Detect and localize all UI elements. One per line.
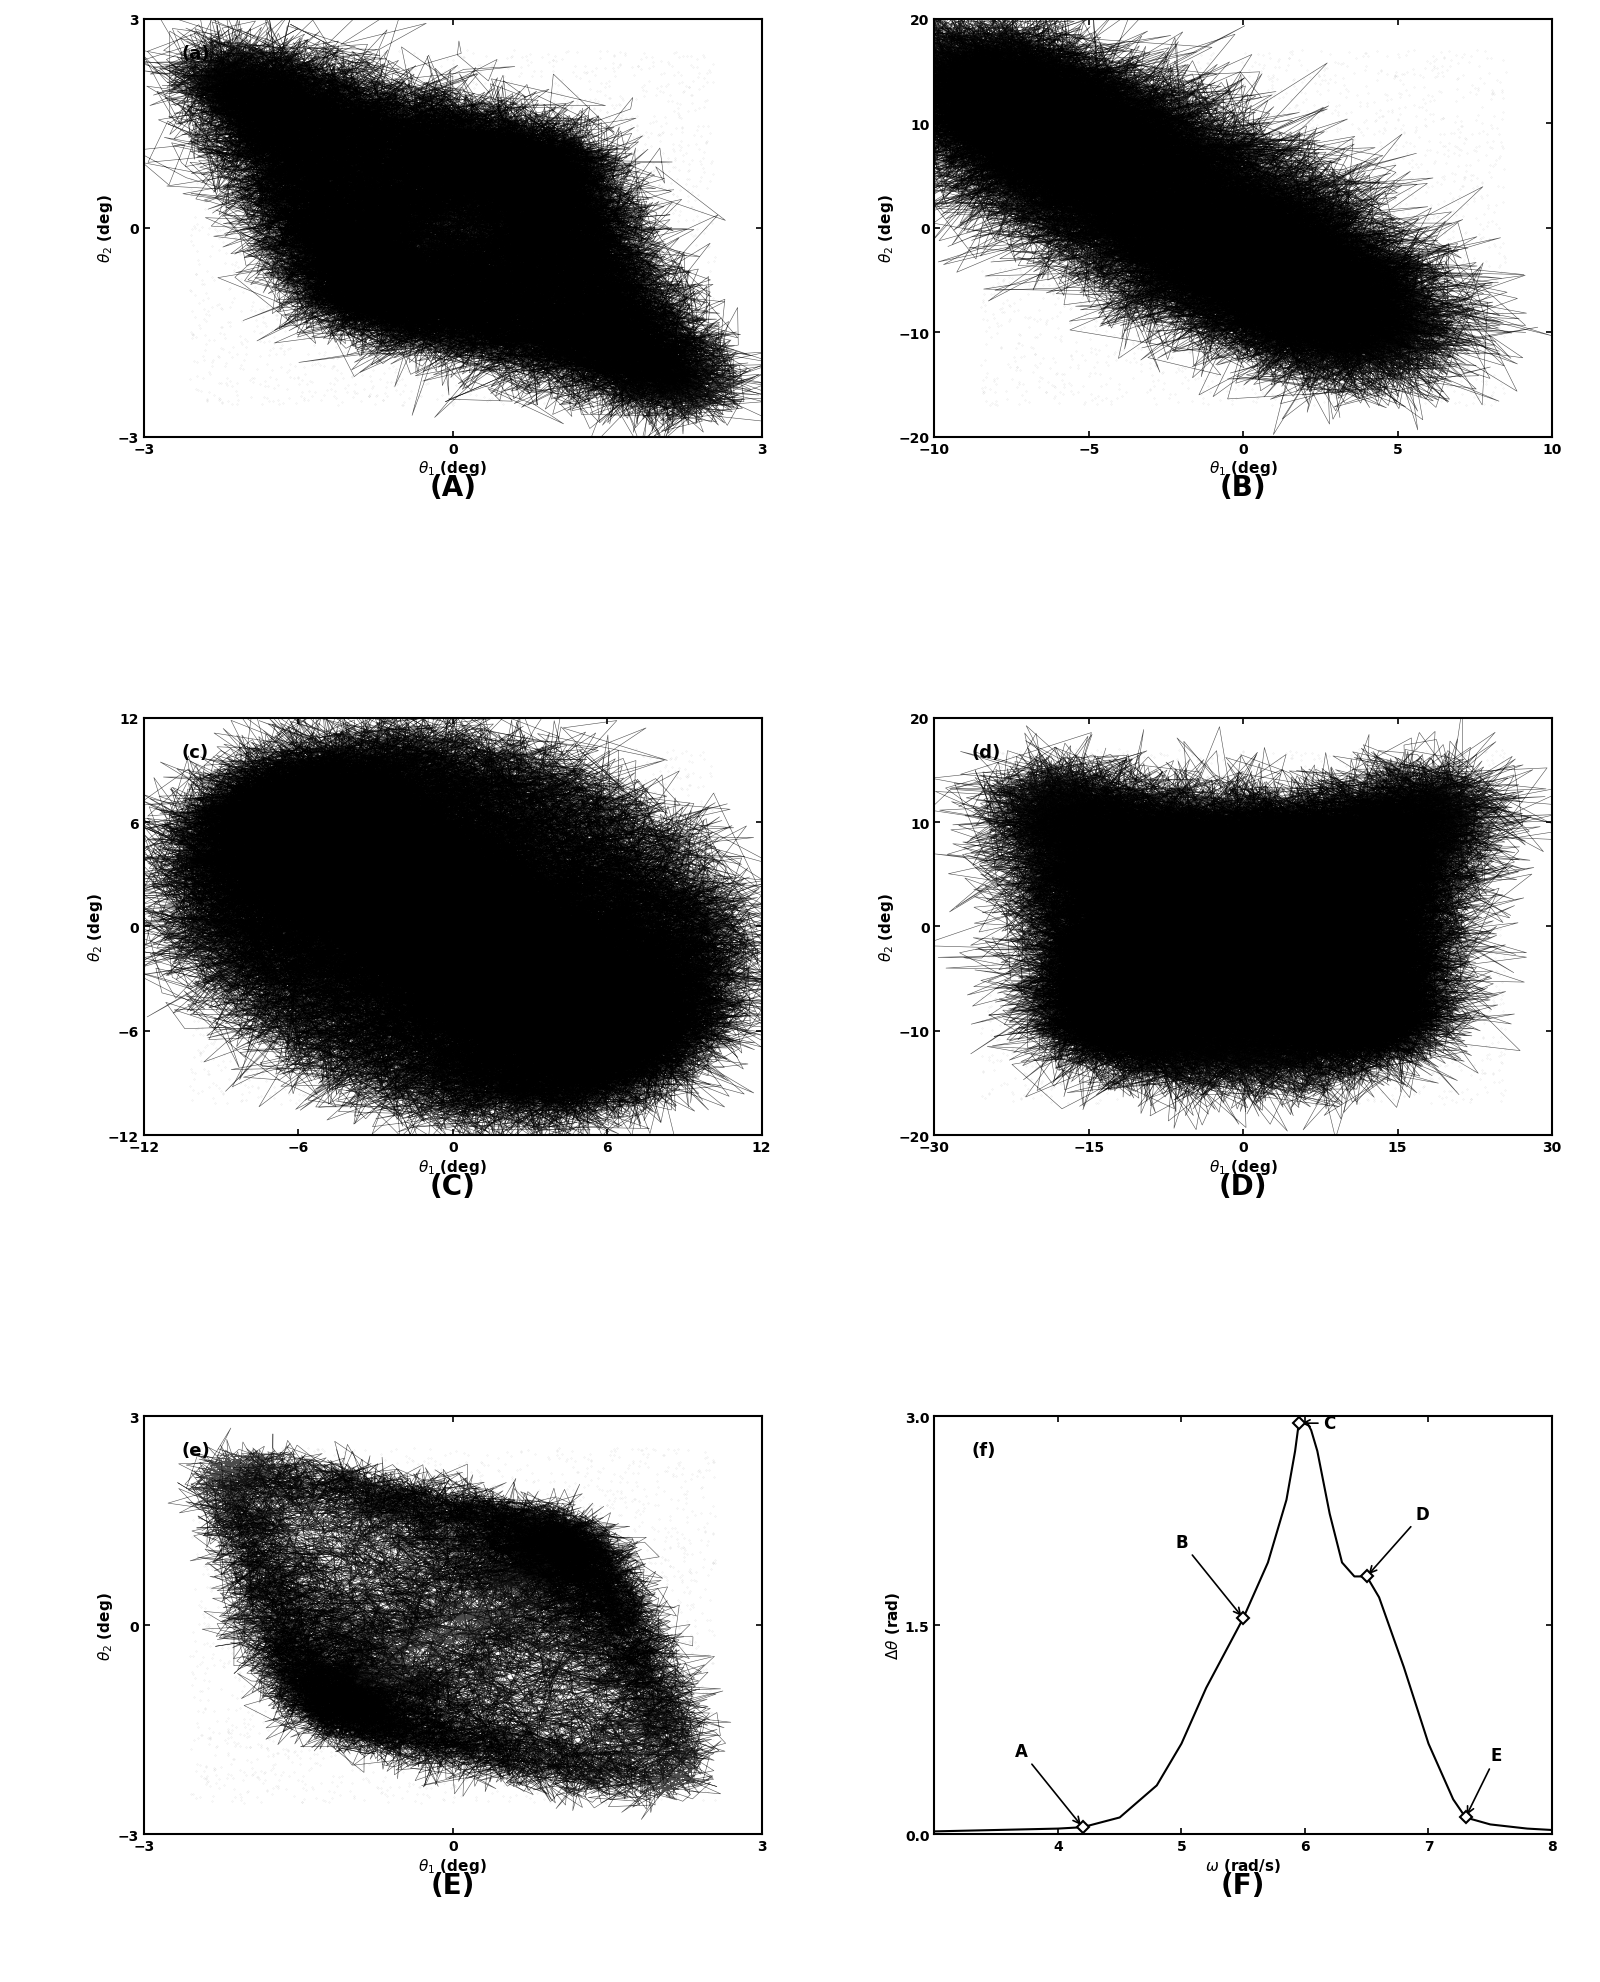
X-axis label: $\omega$ (rad/s): $\omega$ (rad/s): [1205, 1855, 1282, 1873]
Y-axis label: $\theta_2$ (deg): $\theta_2$ (deg): [86, 892, 106, 961]
X-axis label: $\theta_1$ (deg): $\theta_1$ (deg): [419, 1157, 486, 1177]
Text: (D): (D): [1219, 1171, 1267, 1201]
Text: (A): (A): [429, 474, 477, 501]
Text: A: A: [1014, 1742, 1080, 1823]
Text: (a): (a): [181, 46, 210, 63]
Y-axis label: $\theta_2$ (deg): $\theta_2$ (deg): [96, 1592, 115, 1659]
Text: (f): (f): [971, 1441, 995, 1459]
Text: (c): (c): [181, 743, 208, 761]
Text: B: B: [1174, 1532, 1240, 1615]
Y-axis label: $\theta_2$ (deg): $\theta_2$ (deg): [877, 892, 896, 961]
Text: E: E: [1467, 1746, 1502, 1814]
Text: (E): (E): [430, 1871, 475, 1899]
Text: C: C: [1304, 1415, 1336, 1433]
Text: (B): (B): [1219, 474, 1267, 501]
Text: (e): (e): [181, 1441, 210, 1459]
X-axis label: $\theta_1$ (deg): $\theta_1$ (deg): [419, 1855, 486, 1875]
Text: D: D: [1370, 1504, 1429, 1574]
Y-axis label: $\theta_2$ (deg): $\theta_2$ (deg): [877, 194, 896, 264]
X-axis label: $\theta_1$ (deg): $\theta_1$ (deg): [1210, 1157, 1277, 1177]
Text: (C): (C): [430, 1171, 475, 1201]
X-axis label: $\theta_1$ (deg): $\theta_1$ (deg): [419, 460, 486, 478]
Y-axis label: $\theta_2$ (deg): $\theta_2$ (deg): [96, 194, 115, 264]
Text: (F): (F): [1221, 1871, 1266, 1899]
Text: (b): (b): [971, 46, 1002, 63]
Text: (d): (d): [971, 743, 1000, 761]
X-axis label: $\theta_1$ (deg): $\theta_1$ (deg): [1210, 460, 1277, 478]
Y-axis label: $\Delta\theta$ (rad): $\Delta\theta$ (rad): [885, 1592, 902, 1659]
